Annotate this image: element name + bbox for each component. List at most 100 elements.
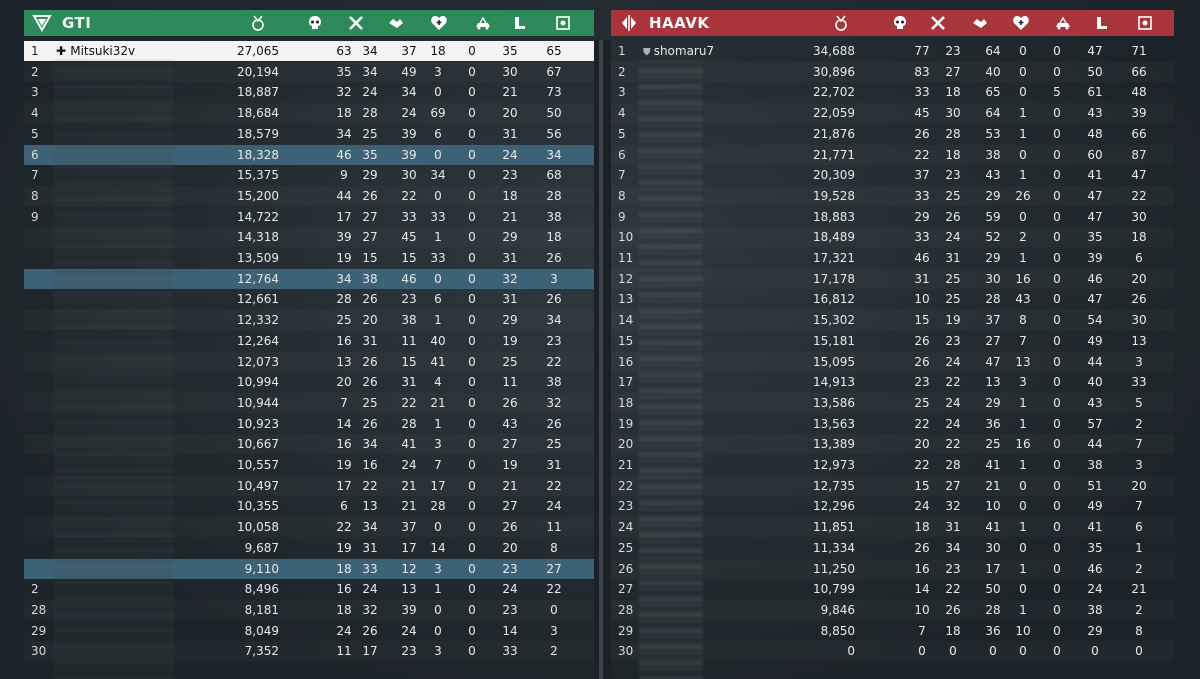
- player-row[interactable]: 3 18,887 32 24 34 0 0 21 73: [24, 82, 594, 102]
- rank-number: 20: [618, 437, 634, 452]
- player-row[interactable]: 21 12,973 22 28 41 1 0 38 3: [611, 455, 1174, 475]
- player-row[interactable]: 13 16,812 10 25 28 43 0 47 26: [611, 289, 1174, 309]
- player-row[interactable]: 15 15,181 26 23 27 7 0 49 13: [611, 331, 1174, 351]
- player-row[interactable]: 28 9,846 10 26 28 1 0 38 2: [611, 600, 1174, 620]
- stat-cell: 38: [985, 147, 1001, 162]
- player-row[interactable]: 30 0 0 0 0 0 0 0 0: [611, 641, 1174, 661]
- player-row[interactable]: 9 14,722 17 27 33 33 0 21 38: [24, 207, 594, 227]
- scrollbar[interactable]: [594, 40, 611, 679]
- player-row[interactable]: 22 12,735 15 27 21 0 0 51 20: [611, 476, 1174, 496]
- score-cell: 13,586: [813, 395, 855, 410]
- player-row[interactable]: 18 13,586 25 24 29 1 0 43 5: [611, 393, 1174, 413]
- player-row[interactable]: 5 21,876 26 28 53 1 0 48 66: [611, 124, 1174, 144]
- stat-cell: 16: [1015, 271, 1031, 286]
- player-row[interactable]: 8 15,200 44 26 22 0 0 18 28: [24, 186, 594, 206]
- player-row[interactable]: 10,923 14 26 28 1 0 43 26: [24, 414, 594, 434]
- stat-cell: 0: [550, 602, 558, 617]
- player-row[interactable]: 13,509 19 15 15 33 0 31 26: [24, 248, 594, 268]
- player-row[interactable]: 2 8,496 16 24 13 1 0 24 22: [24, 579, 594, 599]
- player-row[interactable]: 14 15,302 15 19 37 8 0 54 30: [611, 310, 1174, 330]
- stat-cell: 3: [434, 437, 442, 452]
- revives-icon[interactable]: [1012, 14, 1030, 32]
- player-row[interactable]: 12,661 28 26 23 6 0 31 26: [24, 289, 594, 309]
- player-row[interactable]: 6 18,328 46 35 39 0 0 24 34: [24, 144, 594, 165]
- stat-cell: 1: [434, 582, 442, 597]
- player-row[interactable]: 23 12,296 24 32 10 0 0 49 7: [611, 496, 1174, 516]
- player-row[interactable]: 10,557 19 16 24 7 0 19 31: [24, 455, 594, 475]
- player-row[interactable]: 10,667 16 34 41 3 0 27 25: [24, 434, 594, 454]
- player-row[interactable]: 3 22,702 33 18 65 0 5 61 48: [611, 82, 1174, 102]
- score-icon[interactable]: [249, 14, 267, 32]
- player-row[interactable]: 7 20,309 37 23 43 1 0 41 47: [611, 165, 1174, 185]
- stat-cell: 2: [550, 644, 558, 659]
- player-row[interactable]: 12,264 16 31 11 40 0 19 23: [24, 331, 594, 351]
- player-row[interactable]: 26 11,250 16 23 17 1 0 46 2: [611, 559, 1174, 579]
- player-row[interactable]: 1 ✚ Mitsuki32v 27,065 63 34 37 18 0 35 65: [24, 41, 594, 61]
- player-row[interactable]: 9 18,883 29 26 59 0 0 47 30: [611, 207, 1174, 227]
- player-row[interactable]: 29 8,850 7 18 36 10 0 29 8: [611, 621, 1174, 641]
- stat-cell: 17: [430, 478, 446, 493]
- rank-number: 3: [618, 85, 626, 100]
- stat-cell: 46: [336, 147, 352, 162]
- vehicle-kills-icon[interactable]: [474, 14, 492, 32]
- stat-cell: 35: [1087, 230, 1103, 245]
- stat-cell: 49: [1087, 333, 1103, 348]
- player-row[interactable]: 20 13,389 20 22 25 16 0 44 7: [611, 434, 1174, 454]
- score-cell: 15,302: [813, 313, 855, 328]
- kills-icon[interactable]: [891, 14, 909, 32]
- player-row[interactable]: 2 20,194 35 34 49 3 0 30 67: [24, 62, 594, 82]
- player-row[interactable]: 5 18,579 34 25 39 6 0 31 56: [24, 124, 594, 144]
- player-row[interactable]: 17 14,913 23 22 13 3 0 40 33: [611, 372, 1174, 392]
- player-row[interactable]: 25 11,334 26 34 30 0 0 35 1: [611, 538, 1174, 558]
- player-row[interactable]: 7 15,375 9 29 30 34 0 23 68: [24, 165, 594, 185]
- damage-icon[interactable]: [1093, 14, 1111, 32]
- player-row[interactable]: 8 19,528 33 25 29 26 0 47 22: [611, 186, 1174, 206]
- player-row[interactable]: 6 21,771 22 18 38 0 0 60 87: [611, 145, 1174, 165]
- player-row[interactable]: 14,318 39 27 45 1 0 29 18: [24, 227, 594, 247]
- player-row[interactable]: 27 10,799 14 22 50 0 0 24 21: [611, 579, 1174, 599]
- rank-number: 23: [618, 499, 634, 514]
- stat-cell: 7: [1135, 499, 1143, 514]
- revives-icon[interactable]: [430, 14, 448, 32]
- vehicle-kills-icon[interactable]: [1054, 14, 1072, 32]
- score-cell: 14,318: [237, 230, 279, 245]
- player-row[interactable]: 30 7,352 11 17 23 3 0 33 2: [24, 641, 594, 661]
- player-row[interactable]: 1 ⛊ shomaru7 34,688 77 23 64 0 0 47 71: [611, 41, 1174, 61]
- player-row[interactable]: 11 17,321 46 31 29 1 0 39 6: [611, 248, 1174, 268]
- stat-cell: 18: [336, 106, 352, 121]
- stat-cell: 65: [985, 85, 1001, 100]
- player-row[interactable]: 12 17,178 31 25 30 16 0 46 20: [611, 269, 1174, 289]
- score-cell: 20,194: [237, 64, 279, 79]
- damage-icon[interactable]: [511, 14, 529, 32]
- deaths-icon[interactable]: [929, 14, 947, 32]
- player-row[interactable]: 29 8,049 24 26 24 0 0 14 3: [24, 621, 594, 641]
- player-row[interactable]: 19 13,563 22 24 36 1 0 57 2: [611, 414, 1174, 434]
- player-row[interactable]: 12,332 25 20 38 1 0 29 34: [24, 310, 594, 330]
- score-cell: 9,846: [820, 602, 855, 617]
- score-icon[interactable]: [832, 14, 850, 32]
- stat-cell: 1: [1019, 126, 1027, 141]
- player-row[interactable]: 10 18,489 33 24 52 2 0 35 18: [611, 227, 1174, 247]
- player-row[interactable]: 12,764 34 38 46 0 0 32 3: [24, 268, 594, 289]
- stat-cell: 43: [1087, 106, 1103, 121]
- player-row[interactable]: 24 11,851 18 31 41 1 0 41 6: [611, 517, 1174, 537]
- player-row[interactable]: 10,944 7 25 22 21 0 26 32: [24, 393, 594, 413]
- player-row[interactable]: 10,497 17 22 21 17 0 21 22: [24, 476, 594, 496]
- player-row[interactable]: 12,073 13 26 15 41 0 25 22: [24, 352, 594, 372]
- player-row[interactable]: 9,687 19 31 17 14 0 20 8: [24, 538, 594, 558]
- player-row[interactable]: 4 22,059 45 30 64 1 0 43 39: [611, 103, 1174, 123]
- objective-icon[interactable]: [554, 14, 572, 32]
- player-row[interactable]: 16 15,095 26 24 47 13 0 44 3: [611, 352, 1174, 372]
- player-row[interactable]: 4 18,684 18 28 24 69 0 20 50: [24, 103, 594, 123]
- kills-icon[interactable]: [306, 14, 324, 32]
- player-row[interactable]: 10,994 20 26 31 4 0 11 38: [24, 372, 594, 392]
- assists-icon[interactable]: [387, 14, 405, 32]
- player-row[interactable]: 2 30,896 83 27 40 0 0 50 66: [611, 62, 1174, 82]
- deaths-icon[interactable]: [347, 14, 365, 32]
- player-row[interactable]: 10,355 6 13 21 28 0 27 24: [24, 496, 594, 516]
- assists-icon[interactable]: [971, 14, 989, 32]
- player-row[interactable]: 28 8,181 18 32 39 0 0 23 0: [24, 600, 594, 620]
- player-row[interactable]: 9,110 18 33 12 3 0 23 27: [24, 558, 594, 579]
- objective-icon[interactable]: [1136, 14, 1154, 32]
- player-row[interactable]: 10,058 22 34 37 0 0 26 11: [24, 517, 594, 537]
